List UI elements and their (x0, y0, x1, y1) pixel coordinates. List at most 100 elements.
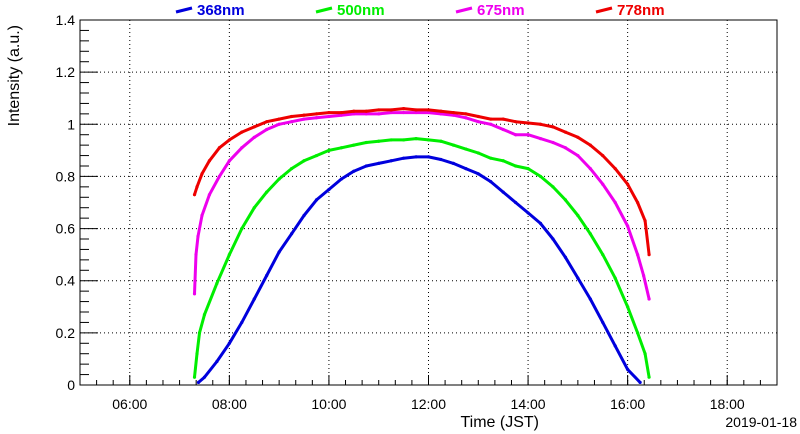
data-point (389, 108, 393, 112)
data-point (339, 113, 343, 117)
data-point (277, 250, 281, 254)
data-point (588, 143, 592, 147)
y-tick-label: 1.2 (56, 64, 76, 80)
x-tick-label: 10:00 (311, 396, 346, 412)
data-point (601, 320, 605, 325)
series-675nm (192, 110, 651, 301)
data-point (389, 159, 393, 163)
data-point (289, 120, 294, 124)
x-tick-label: 06:00 (112, 396, 147, 412)
data-point (200, 172, 204, 176)
data-point (302, 113, 306, 117)
data-point (613, 344, 617, 348)
data-point (476, 120, 480, 124)
data-point (426, 155, 431, 159)
x-tick-label: 18:00 (710, 396, 745, 412)
data-point (252, 206, 256, 210)
data-point (439, 112, 443, 116)
data-point (217, 174, 221, 179)
data-point (563, 255, 568, 259)
x-tick-label: 12:00 (411, 396, 446, 412)
legend-swatch (595, 6, 613, 14)
y-tick-label: 0 (67, 377, 75, 393)
data-point (464, 147, 468, 151)
legend-label: 368nm (197, 2, 245, 19)
data-point (501, 190, 505, 194)
data-point (414, 108, 418, 112)
data-point (217, 146, 221, 150)
data-point (613, 200, 617, 205)
labels-layer: 06:00 08:00 10:00 12:00 14:00 16:00 18:00 0 0.2 0… (56, 12, 745, 412)
data-point (192, 292, 197, 296)
data-point (192, 375, 197, 379)
data-point (195, 352, 199, 356)
data-point (526, 121, 530, 125)
data-point (377, 108, 381, 112)
data-point (192, 193, 197, 197)
legend-label: 778nm (617, 2, 665, 19)
data-point (538, 221, 543, 225)
data-point (194, 253, 198, 257)
data-point (402, 156, 406, 160)
data-point (277, 122, 281, 126)
data-point (636, 331, 640, 335)
y-tick-label: 0.6 (56, 221, 76, 237)
data-point (641, 273, 646, 278)
data-point (501, 117, 505, 121)
grid-layer (80, 20, 777, 385)
data-point (638, 380, 642, 384)
legend-item: 675nm (455, 2, 525, 19)
data-point (501, 159, 505, 163)
data-point (377, 139, 381, 143)
data-point (563, 146, 568, 150)
data-point (451, 110, 455, 115)
data-point (426, 110, 431, 115)
data-point (339, 110, 343, 115)
data-point (364, 109, 368, 113)
data-point (588, 297, 592, 301)
data-point (227, 159, 231, 163)
data-point (327, 114, 331, 119)
data-point (647, 375, 651, 379)
series-line (193, 111, 651, 301)
series-368nm (196, 155, 642, 384)
data-point (352, 169, 356, 173)
data-point (489, 117, 493, 121)
data-point (489, 122, 493, 126)
data-point (476, 172, 480, 176)
data-point (302, 213, 306, 218)
data-point (327, 110, 331, 115)
data-layer (192, 107, 651, 384)
data-point (526, 133, 530, 137)
data-point (265, 273, 269, 278)
data-point (451, 113, 455, 117)
data-point (551, 140, 555, 145)
legend-item: 500nm (315, 2, 385, 19)
data-point (588, 167, 592, 171)
data-point (576, 213, 580, 218)
data-point (476, 151, 480, 155)
x-tick-label: 08:00 (212, 396, 247, 412)
data-point (196, 234, 200, 238)
data-point (195, 185, 199, 189)
data-point (643, 352, 647, 356)
legend-item: 368nm (175, 2, 245, 19)
data-point (647, 297, 651, 301)
data-point (339, 177, 343, 181)
data-point (265, 127, 269, 132)
data-point (563, 130, 568, 134)
data-point (464, 167, 468, 171)
data-point (626, 367, 630, 371)
y-tick-label: 0.8 (56, 168, 76, 184)
data-point (240, 226, 244, 231)
data-point (314, 153, 319, 158)
data-point (576, 135, 580, 139)
data-point (227, 138, 231, 142)
data-point (464, 112, 468, 116)
data-point (207, 193, 212, 197)
data-point (588, 232, 592, 236)
legend-swatch (175, 6, 193, 14)
data-point (314, 198, 319, 202)
y-tick-label: 0.4 (56, 273, 76, 289)
